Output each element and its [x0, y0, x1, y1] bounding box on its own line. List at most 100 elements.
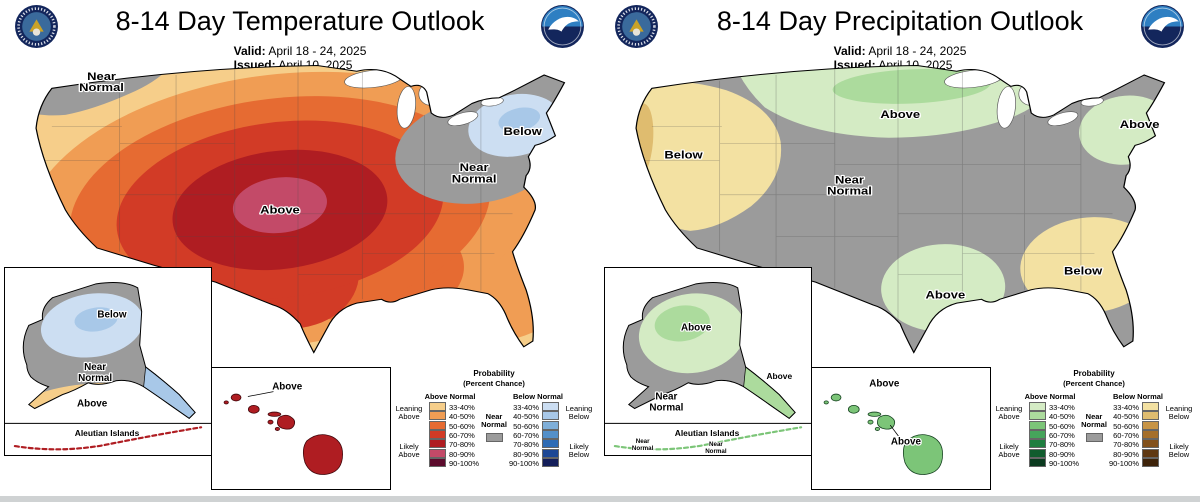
legend-percent-above-4: 70-80%	[1049, 440, 1075, 449]
legend-percent-above-3: 60-70%	[449, 431, 475, 440]
legend-leaning-below-label: Leaning Below	[1165, 404, 1193, 421]
legend-percent-below-0: 33-40%	[513, 403, 539, 412]
legend-percent-above-2: 50-60%	[1049, 422, 1075, 431]
legend-chip-below-5	[1142, 449, 1159, 458]
legend-near-normal-label: Near Normal	[481, 412, 507, 429]
hawaii-islands	[223, 393, 344, 475]
legend-chip-below-4	[542, 439, 559, 448]
map-label-above-center: Above	[260, 204, 300, 217]
alaska-map-temperature: Below Near Normal Above Aleutian Islands	[5, 282, 211, 451]
legend-chip-above-2	[1029, 421, 1046, 430]
legend-chip-above-3	[429, 430, 446, 439]
dept-of-commerce-seal-icon	[614, 4, 659, 49]
legend-leaning-above-label: Leaning Above	[995, 404, 1023, 421]
legend-percent-above-4: 70-80%	[449, 440, 475, 449]
hi-label-above-1: Above	[869, 379, 900, 390]
hi-label-above: Above	[272, 382, 303, 393]
legend-percent-above-1: 40-50%	[1049, 412, 1075, 421]
ak-label-above: Above	[77, 399, 108, 410]
temp-below-40-50-region	[498, 107, 541, 132]
ak-label-normal: Normal	[649, 402, 683, 413]
aleutian-near-label-1: Near	[636, 438, 650, 445]
precipitation-outlook-panel: 8-14 Day Precipitation Outlook Valid: Ap…	[600, 0, 1200, 496]
hawaii-map-precipitation: Above Above	[823, 378, 944, 475]
legend-chip-below-3	[542, 430, 559, 439]
legend-leaning-above-label: Leaning Above	[395, 404, 423, 421]
legend-chip-above-2	[429, 421, 446, 430]
legend-chip-below-0	[1142, 402, 1159, 411]
legend-percent-below-1: 40-50%	[513, 412, 539, 421]
legend-percent-below-5: 80-90%	[513, 450, 539, 459]
legend-percent-above-2: 50-60%	[449, 422, 475, 431]
hawaii-islands	[823, 393, 944, 475]
probability-legend-precipitation: Probability (Percent Chance) Above Norma…	[991, 367, 1198, 495]
hawaii-label-leader-line	[889, 424, 900, 438]
precipitation-map-labels: Above Above Below Near Normal Above Belo…	[663, 107, 1161, 303]
legend-chip-above-4	[1029, 439, 1046, 448]
legend-chip-above-6	[1029, 458, 1046, 467]
ak-above-40-50-region	[654, 305, 710, 342]
legend-percent-above-6: 90-100%	[449, 459, 480, 468]
hawaii-map-temperature: Above	[223, 380, 344, 475]
ak-below-40-50-region	[74, 307, 118, 332]
legend-near-normal-label: Near Normal	[1081, 412, 1107, 429]
legend-chip-below-2	[542, 421, 559, 430]
map-label-near-normal-center-2: Normal	[827, 185, 872, 198]
legend-percent-below-6: 90-100%	[1108, 459, 1139, 468]
precip-below-33-40-region-west	[636, 80, 782, 231]
legend-chip-below-3	[1142, 430, 1159, 439]
bottom-divider-bar	[0, 496, 1200, 502]
legend-chip-above-0	[429, 402, 446, 411]
valid-value: April 18 - 24, 2025	[268, 44, 367, 58]
legend-percent-below-5: 80-90%	[1113, 450, 1139, 459]
legend-below-header: Below Normal	[512, 392, 563, 401]
noaa-logo-icon	[540, 4, 585, 49]
valid-line: Valid: April 18 - 24, 2025	[833, 44, 967, 59]
legend-chip-below-1	[542, 411, 559, 420]
noaa-logo-icon	[1140, 4, 1185, 49]
alaska-map-precipitation: Above Near Normal Above Aleutian Islands…	[605, 282, 811, 455]
map-label-above-south: Above	[926, 288, 966, 301]
legend-percent-above-6: 90-100%	[1049, 459, 1080, 468]
legend-percent-below-3: 60-70%	[513, 431, 539, 440]
page-title: 8-14 Day Precipitation Outlook	[716, 6, 1084, 36]
ak-label-near: Near	[84, 362, 106, 373]
map-label-near-normal-east: Near	[460, 161, 489, 174]
legend-chip-above-5	[1029, 449, 1046, 458]
ak-label-above: Above	[681, 322, 712, 333]
aleutian-islands-label: Aleutian Islands	[675, 428, 740, 438]
legend-above-header: Above Normal	[424, 392, 476, 401]
ak-label-near: Near	[655, 392, 677, 403]
aleutian-near-label-1b: Normal	[632, 445, 654, 452]
legend-percent-below-2: 50-60%	[1113, 422, 1139, 431]
legend-chip-above-5	[429, 449, 446, 458]
legend-leaning-below-label: Leaning Below	[565, 404, 593, 421]
legend-percent-above-3: 60-70%	[1049, 431, 1075, 440]
hi-label-above-2: Above	[891, 437, 922, 448]
legend-percent-above-5: 80-90%	[449, 450, 475, 459]
legend-likely-above-label: Likely Above	[998, 442, 1020, 459]
map-label-near-normal-east-2: Normal	[452, 172, 497, 185]
legend-chip-above-1	[1029, 411, 1046, 420]
page-title: 8-14 Day Temperature Outlook	[115, 6, 485, 36]
legend-chip-below-2	[1142, 421, 1159, 430]
valid-label: Valid:	[833, 44, 866, 58]
legend-chip-above-3	[1029, 430, 1046, 439]
aleutian-near-label-2: Near	[709, 441, 723, 448]
legend-title: Probability	[1073, 369, 1115, 378]
temperature-outlook-panel: 8-14 Day Temperature Outlook Valid: Apri…	[0, 0, 600, 496]
ak-label-below: Below	[97, 309, 126, 320]
legend-below-header: Below Normal	[1112, 392, 1163, 401]
legend-percent-below-2: 50-60%	[513, 422, 539, 431]
legend-chip-below-0	[542, 402, 559, 411]
legend-percent-above-0: 33-40%	[1049, 403, 1075, 412]
legend-chip-above-4	[429, 439, 446, 448]
hawaii-inset: Above Above	[811, 367, 991, 490]
legend-chip-near-normal	[1086, 433, 1103, 442]
map-label-above-north: Above	[880, 108, 920, 121]
legend-likely-below-label: Likely Below	[1168, 442, 1190, 459]
map-label-above-ne: Above	[1120, 118, 1160, 131]
legend-chip-above-0	[1029, 402, 1046, 411]
ak-label-normal: Normal	[78, 373, 112, 384]
